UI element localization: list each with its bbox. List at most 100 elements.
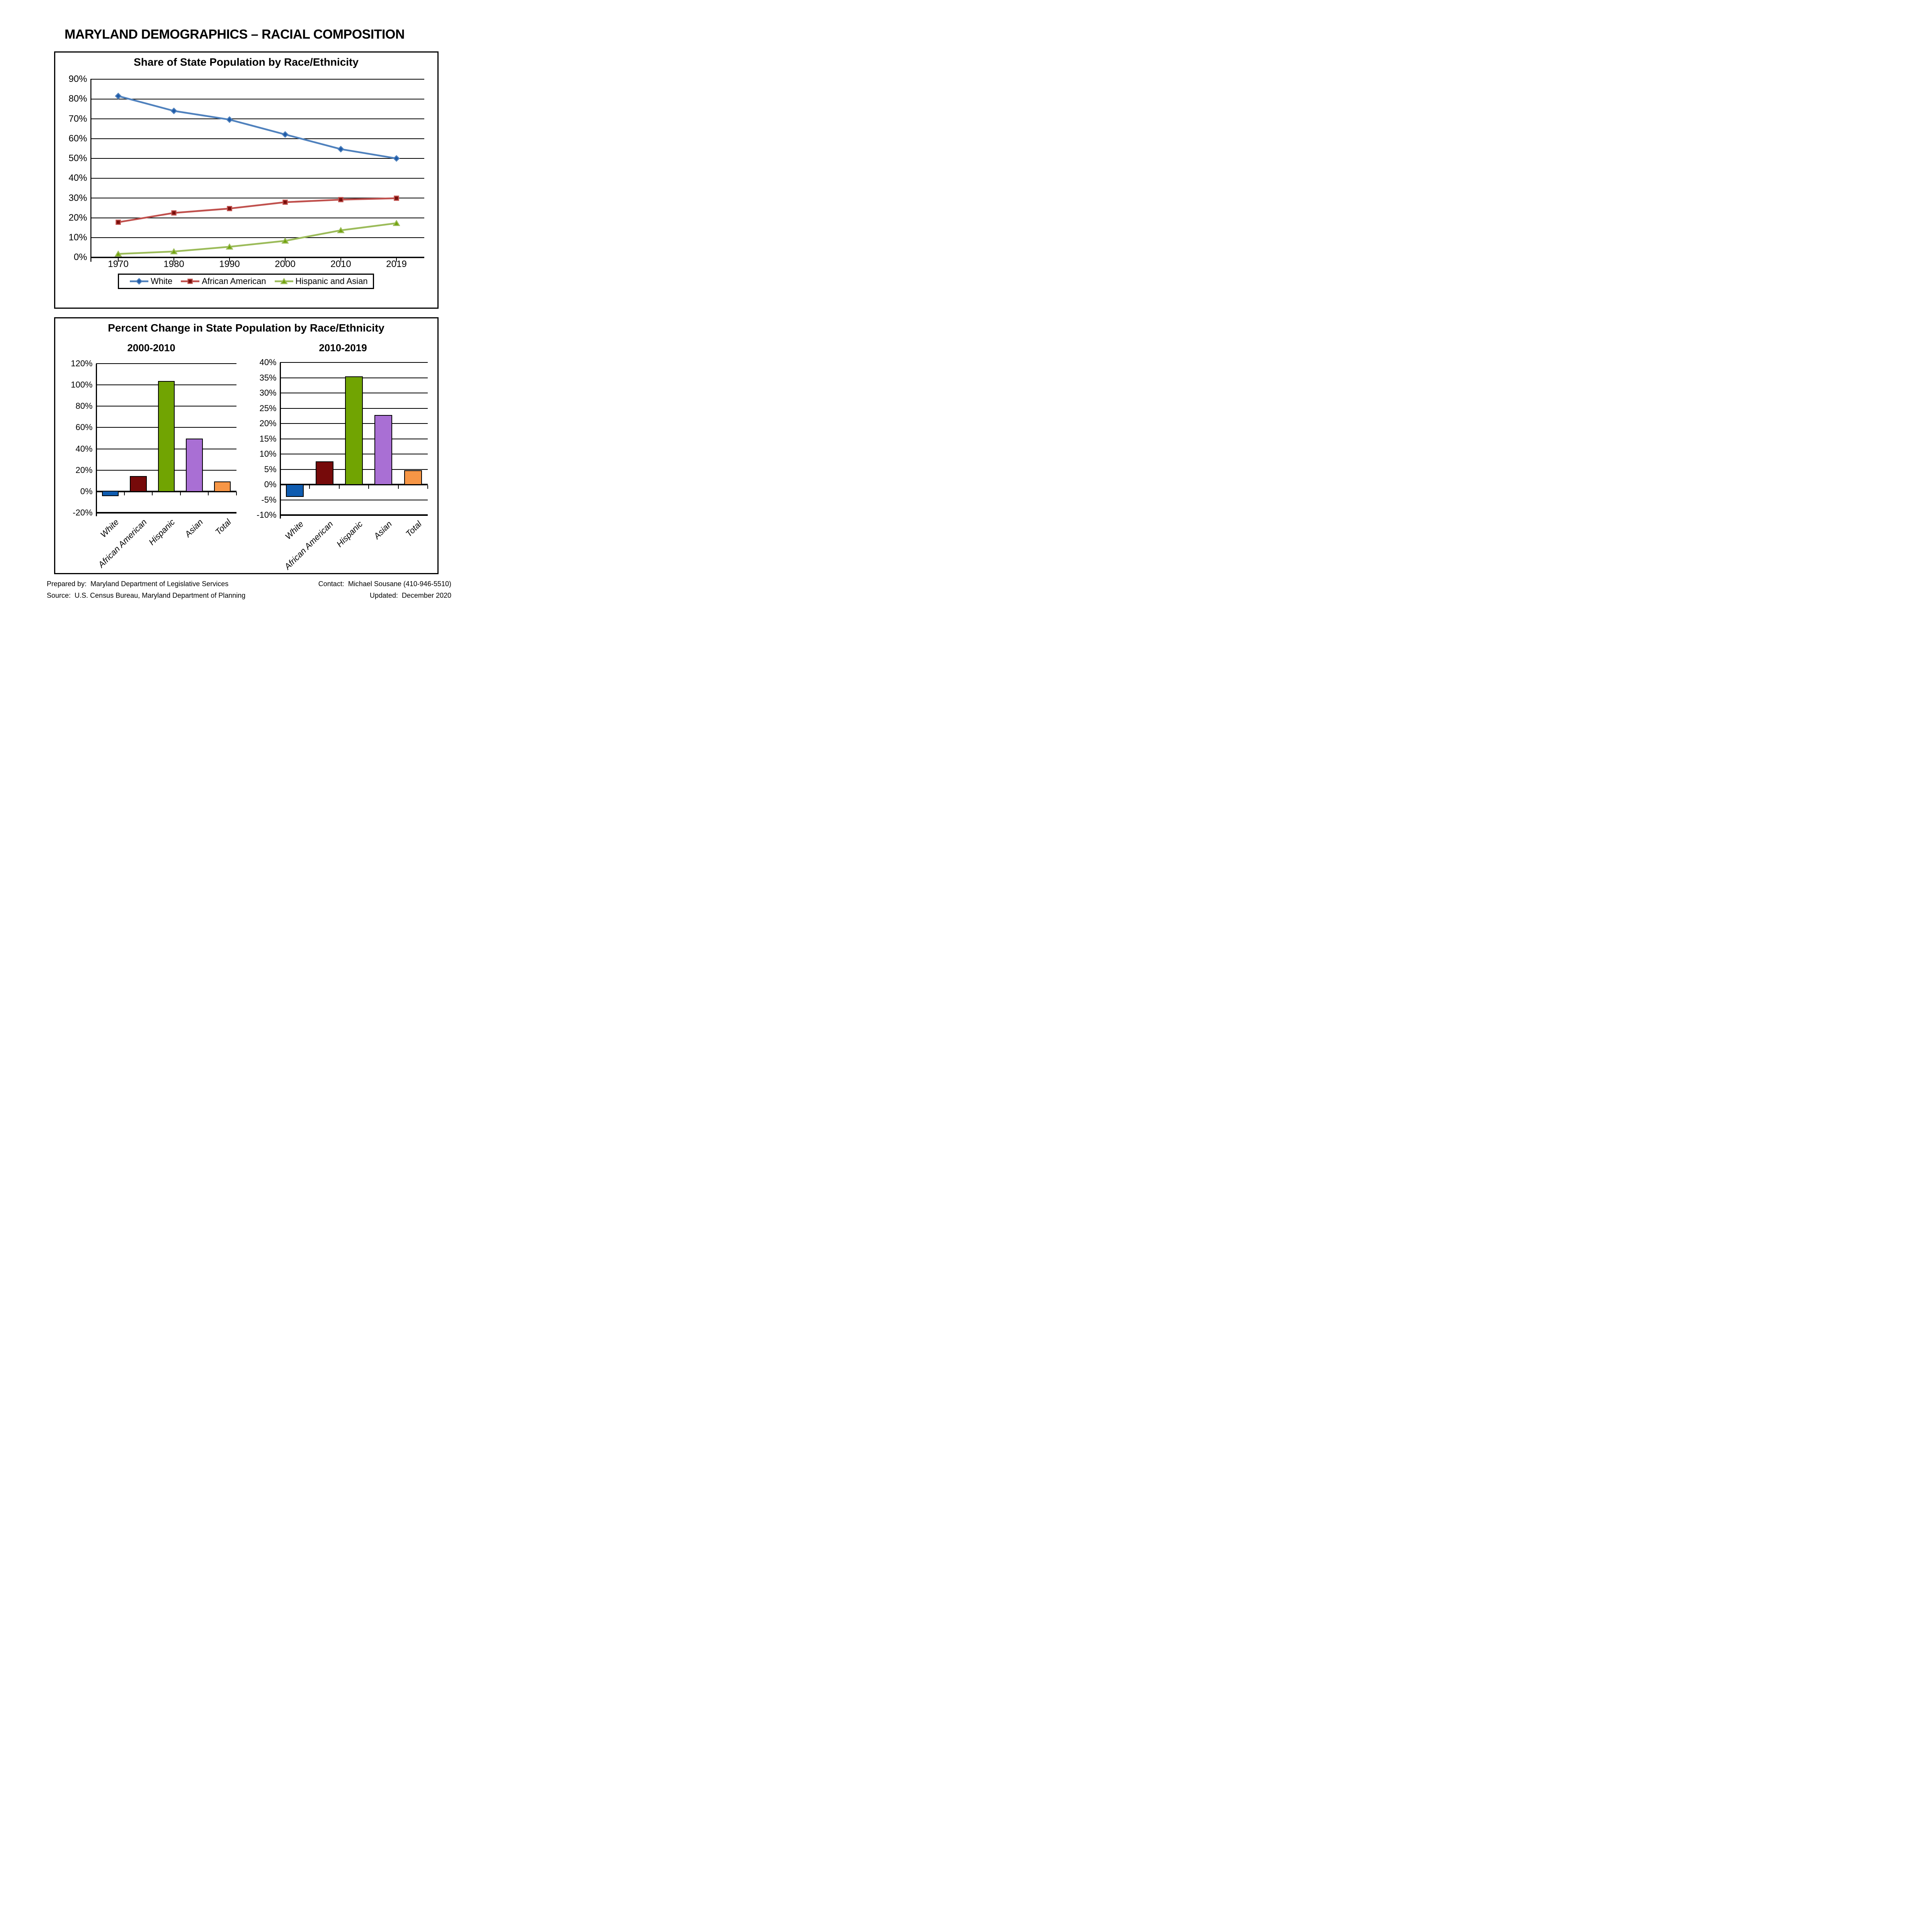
footer-updated: Updated: December 2020 [369,592,451,599]
gridline [280,514,428,516]
triangle-marker-icon [337,227,345,233]
x-tick-label: 2010 [330,259,351,269]
y-tick-label: 90% [68,74,87,84]
legend-triangle-icon [274,278,293,284]
page-title: MARYLAND DEMOGRAPHICS – RACIAL COMPOSITI… [64,27,405,42]
y-tick-label: 30% [259,388,277,398]
bar [286,484,304,497]
bar [315,461,333,485]
square-marker-icon [338,197,344,202]
y-tick-label: -10% [257,510,277,520]
y-tick-label: 30% [68,192,87,203]
legend-label: Hispanic and Asian [295,276,368,286]
diamond-marker-icon [337,146,344,153]
square-marker-icon [282,199,288,205]
diamond-marker-icon [282,131,289,138]
y-tick-label: 20% [75,465,93,475]
y-tick-label: 70% [68,113,87,124]
y-tick-label: 0% [80,486,93,496]
tick-mark [398,485,399,489]
line-plot-svg [90,79,424,262]
y-tick-label: 40% [75,444,93,454]
tick-mark [338,485,340,489]
line-chart-title: Share of State Population by Race/Ethnic… [134,56,359,68]
series-polyline [118,95,397,160]
bar [404,470,422,485]
diamond-marker-icon [226,116,233,123]
bar [186,439,203,492]
legend-label: White [151,276,173,286]
bar [102,491,119,496]
bar [130,476,147,492]
tick-mark [180,492,181,496]
tick-mark [208,492,209,496]
footer-row: Source: U.S. Census Bureau, Maryland Dep… [47,590,451,600]
y-tick-label: 50% [68,153,87,164]
footer-source: Source: U.S. Census Bureau, Maryland Dep… [47,592,246,599]
tick-mark [368,485,369,489]
gridline [96,363,236,364]
y-tick-label: 100% [71,380,93,390]
tick-mark [309,485,310,489]
bar-chart-subtitle-2010-2019: 2010-2019 [319,342,367,354]
bar [345,376,363,485]
square-marker-icon [394,196,399,201]
y-tick-label: 40% [259,357,277,367]
triangle-marker-icon [114,250,122,257]
tick-mark [427,485,428,489]
legend-diamond-icon [130,278,148,285]
bar [374,415,393,485]
legend-item: White [130,276,172,286]
y-tick-label: 0% [264,480,277,489]
y-tick-label: 20% [259,418,277,428]
square-marker-icon [116,219,121,225]
y-tick-label: 5% [264,464,277,474]
series-polyline [118,222,397,255]
x-tick-label: 2019 [386,259,407,269]
y-tick-label: 80% [68,94,87,104]
panel-border [54,317,439,574]
gridline [96,512,236,514]
tick-mark [124,492,125,496]
gridline [280,362,428,363]
y-tick-label: -20% [73,508,93,517]
y-tick-label: 80% [75,401,93,411]
footer-row: Prepared by: Maryland Department of Legi… [47,579,451,589]
footer-contact: Contact: Michael Sousane (410-946-5510) [318,580,451,588]
bar-charts-title: Percent Change in State Population by Ra… [108,322,384,334]
y-tick-label: 60% [68,133,87,144]
y-tick-label: 120% [71,359,93,368]
legend-label: African American [202,276,266,286]
square-marker-icon [227,206,232,211]
bar [158,381,175,492]
triangle-marker-icon [393,219,400,226]
y-axis-line [280,362,281,519]
footer-prepared-by: Prepared by: Maryland Department of Legi… [47,580,229,588]
y-tick-label: 10% [259,449,277,459]
x-tick-label: 1990 [219,259,240,269]
y-tick-label: 0% [73,252,87,263]
tick-mark [152,492,153,496]
legend-item: African American [181,276,266,286]
x-tick-label: 1980 [163,259,184,269]
x-tick-label: 2000 [275,259,296,269]
y-tick-label: -5% [261,495,277,505]
tick-mark [236,492,237,496]
square-marker-icon [171,210,177,216]
y-tick-label: 10% [68,232,87,243]
footer: Prepared by: Maryland Department of Legi… [47,579,451,600]
bar-chart-subtitle-2000-2010: 2000-2010 [127,342,175,354]
diamond-marker-icon [115,92,122,100]
line-chart-panel: Share of State Population by Race/Ethnic… [54,51,439,309]
y-tick-label: 60% [75,422,93,432]
triangle-marker-icon [170,248,178,255]
series-polyline [118,197,397,223]
legend-square-icon [181,279,200,284]
bar [214,481,231,492]
legend-item: Hispanic and Asian [274,276,368,286]
triangle-marker-icon [226,243,233,250]
y-tick-label: 20% [68,212,87,223]
x-tick-label: 1970 [108,259,129,269]
y-tick-label: 25% [259,403,277,413]
legend: White African American Hispanic and Asian [118,274,374,289]
